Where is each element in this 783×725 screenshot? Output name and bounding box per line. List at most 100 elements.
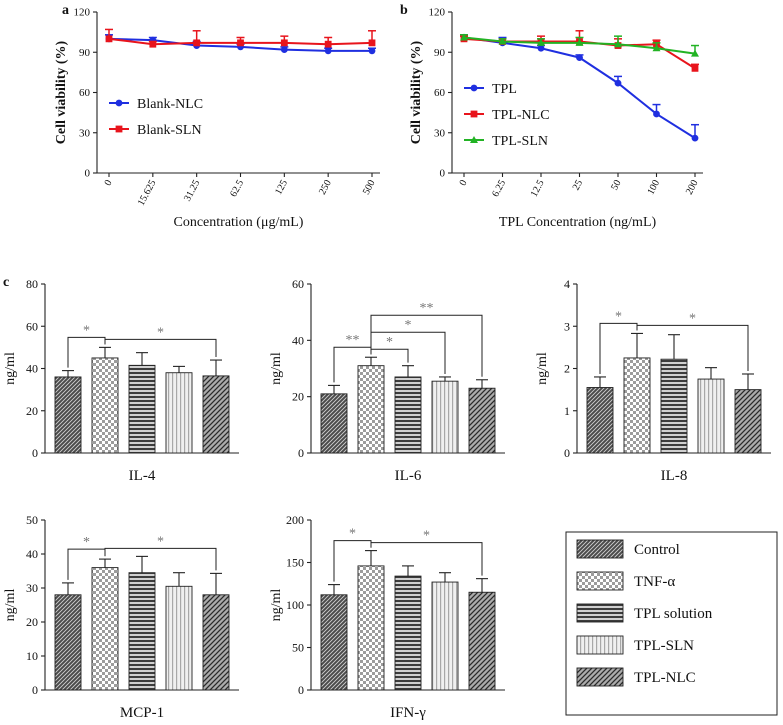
legend-label: TPL	[492, 82, 517, 97]
data-point	[652, 44, 661, 52]
x-tick-label: 100	[645, 178, 662, 196]
data-point	[575, 38, 584, 46]
chart-title: IL-4	[129, 468, 156, 484]
legend-marker	[470, 136, 478, 143]
x-axis-label: TPL Concentration (ng/mL)	[499, 215, 657, 230]
y-tick-label: 3	[564, 319, 570, 333]
y-tick-label: 120	[429, 7, 446, 19]
significance-label: *	[386, 335, 393, 350]
legend-swatch-1	[576, 571, 624, 591]
significance-label: *	[423, 529, 430, 544]
panel-letter-b: b	[400, 3, 408, 18]
legend-label: TPL-NLC	[492, 108, 550, 123]
significance-label: *	[83, 535, 90, 550]
bar-1	[91, 567, 119, 691]
y-axis-label: ng/ml	[3, 589, 18, 622]
panel-letter-c: c	[3, 275, 9, 290]
bar-4	[202, 594, 230, 691]
legend-frame	[565, 531, 778, 716]
x-tick-label: 500	[361, 178, 378, 196]
data-point	[105, 35, 113, 43]
data-point	[368, 39, 376, 47]
data-point	[537, 44, 545, 52]
y-tick-label: 20	[292, 390, 304, 404]
x-tick-label: 15.625	[136, 178, 159, 207]
bar-1	[623, 357, 651, 454]
bar-3	[165, 585, 193, 691]
y-axis-label: Cell viability (%)	[409, 40, 424, 144]
x-tick-label: 200	[684, 178, 701, 196]
bar-0	[320, 594, 348, 691]
chart-title: MCP-1	[120, 705, 164, 721]
bar-3	[697, 378, 725, 454]
y-tick-label: 60	[434, 87, 446, 99]
data-point	[149, 40, 157, 48]
y-tick-label: 0	[298, 683, 304, 697]
bar-0	[54, 594, 82, 691]
bar-4	[734, 389, 762, 454]
y-tick-label: 2	[564, 362, 570, 376]
y-tick-label: 0	[564, 446, 570, 460]
x-tick-label: 125	[273, 178, 290, 196]
significance-label: *	[405, 318, 412, 333]
significance-label: *	[349, 527, 356, 542]
data-point	[576, 54, 583, 62]
y-tick-label: 100	[286, 598, 304, 612]
data-point	[537, 38, 545, 46]
bar-1	[357, 565, 385, 691]
legend-swatch-4	[576, 667, 624, 687]
legend-marker	[115, 99, 123, 107]
y-tick-label: 30	[434, 127, 446, 139]
il8-bar-chart: 0 1 2 3 4 ng/ml IL-8 * *	[535, 277, 771, 484]
y-axis-label: Cell viability (%)	[54, 40, 69, 144]
y-tick-label: 10	[26, 649, 38, 663]
bar-1	[357, 365, 385, 454]
data-point	[691, 64, 699, 72]
significance-label: *	[157, 534, 164, 549]
y-tick-label: 150	[286, 556, 304, 570]
y-tick-label: 90	[79, 47, 91, 59]
x-tick-label: 0	[103, 178, 115, 188]
chart-title: IFN-γ	[390, 705, 426, 721]
legend-label: Blank-SLN	[137, 123, 202, 138]
x-tick-label: 6.25	[490, 178, 508, 199]
y-axis-label: ng/ml	[535, 352, 550, 385]
bar-4	[202, 375, 230, 454]
y-tick-label: 30	[26, 581, 38, 595]
y-tick-label: 200	[286, 513, 304, 527]
bar-3	[165, 372, 193, 454]
y-tick-label: 30	[79, 127, 91, 139]
bar-4	[468, 591, 496, 691]
legend-label: TNF-α	[634, 574, 675, 590]
y-axis-label: ng/ml	[269, 352, 284, 385]
legend-label: Blank-NLC	[137, 97, 203, 112]
y-tick-label: 0	[85, 168, 91, 180]
legend-marker	[470, 110, 478, 118]
bar-2	[128, 572, 156, 691]
legend-label: TPL-NLC	[634, 670, 696, 686]
y-tick-label: 60	[292, 277, 304, 291]
x-tick-label: 62.5	[228, 178, 246, 199]
y-tick-label: 90	[434, 47, 446, 59]
bar-3	[431, 380, 459, 454]
bar-1	[91, 357, 119, 454]
y-tick-label: 0	[32, 446, 38, 460]
data-point	[324, 47, 332, 55]
data-point	[614, 40, 622, 48]
x-tick-label: 31.25	[182, 178, 202, 203]
y-axis-label: ng/ml	[3, 352, 18, 385]
data-point	[460, 33, 468, 41]
y-tick-label: 60	[79, 87, 91, 99]
y-tick-label: 80	[26, 277, 38, 291]
panel-letter-a: a	[62, 3, 69, 18]
y-tick-label: 60	[26, 319, 38, 333]
bar-2	[394, 376, 422, 454]
legend-marker	[115, 125, 123, 133]
y-tick-label: 0	[440, 168, 446, 180]
bar-0	[586, 387, 614, 454]
x-tick-label: 0	[458, 178, 470, 188]
data-point	[614, 79, 622, 87]
y-tick-label: 4	[564, 277, 570, 291]
panel-b-line-chart: b 0 30 60 90 120 0 6.25 12.5 25 50 100 200 TPL Concen…	[400, 3, 703, 230]
